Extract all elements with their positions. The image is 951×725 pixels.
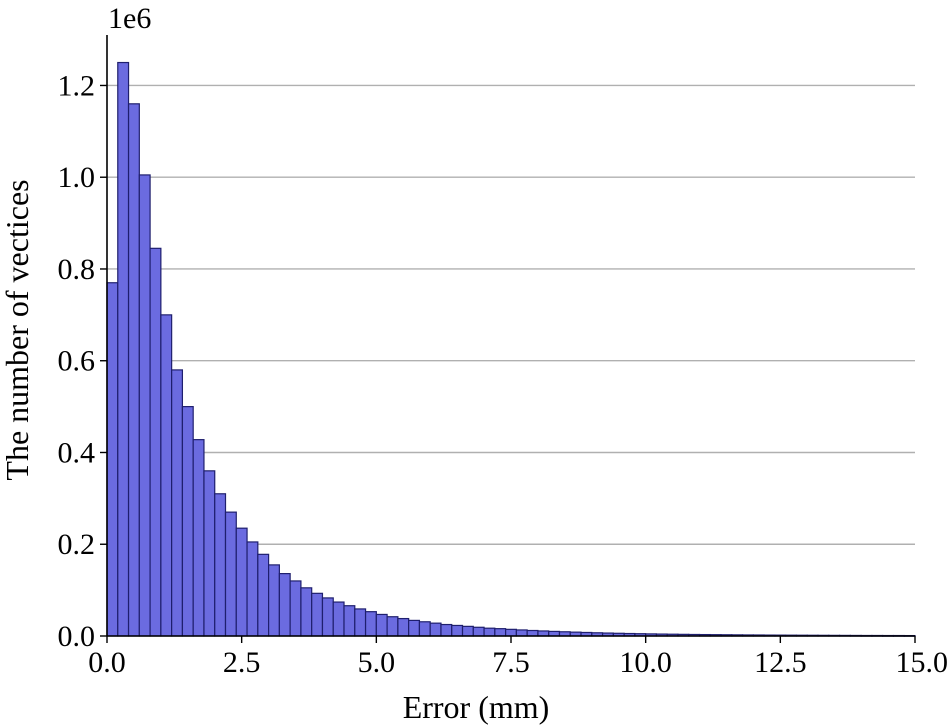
histogram-bar [224, 511, 237, 637]
histogram-bar [364, 611, 377, 637]
x-tick-label: 2.5 [223, 646, 261, 679]
y-tick-label: 0.0 [58, 620, 96, 653]
histogram-bar [117, 61, 130, 637]
histogram-bar [461, 625, 474, 637]
x-tick-label: 7.5 [492, 646, 530, 679]
histogram-bar [181, 406, 194, 637]
histogram-bar [278, 573, 291, 637]
histogram-bar [246, 541, 259, 637]
histogram-bar [235, 527, 248, 637]
x-tick-label: 10.0 [619, 646, 672, 679]
histogram-bar [300, 587, 313, 637]
histogram-bar [268, 564, 280, 637]
histogram-bar [127, 103, 140, 637]
histogram-bar [429, 622, 442, 637]
x-tick-label: 15.0 [896, 646, 949, 679]
histogram-bar [192, 439, 205, 637]
y-tick-label: 0.6 [58, 345, 96, 378]
histogram-bar [171, 369, 184, 637]
histogram-bar [408, 619, 421, 637]
histogram-bar [440, 623, 453, 637]
histogram-bar [354, 608, 367, 637]
histogram-bar [138, 174, 151, 637]
histogram-bar [160, 314, 173, 637]
histogram-bar [257, 553, 270, 637]
histogram-bar [332, 601, 345, 637]
histogram-bar [526, 629, 539, 637]
histogram-bar [149, 247, 162, 637]
y-tick-label: 1.2 [58, 69, 96, 102]
histogram-bar [472, 626, 485, 637]
histogram-bar [106, 282, 119, 637]
x-tick-label: 5.0 [358, 646, 396, 679]
histogram-bar [203, 470, 216, 637]
histogram-bar [418, 621, 431, 637]
grid-lines [107, 84, 915, 545]
x-axis-title: Error (mm) [403, 689, 550, 725]
histogram-bar [451, 624, 464, 637]
histogram-bar [214, 493, 227, 637]
histogram-bar [505, 628, 517, 637]
histogram-bar [515, 629, 528, 637]
histogram-bars [106, 61, 916, 637]
y-tick-label: 0.2 [58, 528, 96, 561]
histogram-bar [311, 592, 324, 637]
histogram-bar [483, 627, 496, 637]
histogram-bar [375, 613, 388, 637]
y-tick-label: 0.8 [58, 253, 96, 286]
histogram-bar [321, 597, 334, 637]
histogram-bar [397, 617, 410, 637]
y-multiplier-label: 1e6 [108, 2, 151, 35]
y-axis-title: The number of vectices [0, 179, 35, 480]
histogram-bar [386, 616, 399, 637]
x-tick-label: 0.0 [88, 646, 126, 679]
histogram-bar [494, 628, 507, 637]
histogram-bar [289, 580, 302, 637]
histogram-bar [343, 605, 356, 637]
ticks: 0.0 0.2 0.4 0.6 0.8 1.0 1.2 0.0 2.5 5.0 7.5 10.0 12.… [58, 69, 949, 679]
y-tick-label: 0.4 [58, 436, 96, 469]
x-tick-label: 12.5 [754, 646, 807, 679]
y-tick-label: 1.0 [58, 161, 96, 194]
